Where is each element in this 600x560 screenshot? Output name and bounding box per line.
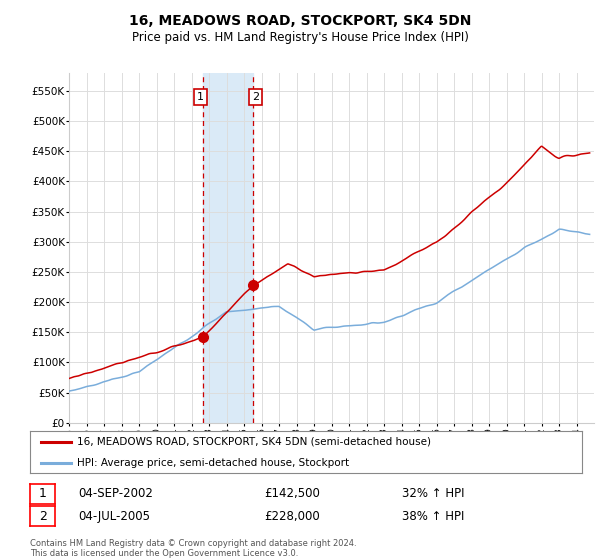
Text: Contains HM Land Registry data © Crown copyright and database right 2024.
This d: Contains HM Land Registry data © Crown c… [30, 539, 356, 558]
Text: 04-JUL-2005: 04-JUL-2005 [78, 510, 150, 523]
Text: £142,500: £142,500 [264, 487, 320, 501]
Bar [203, 73, 253, 423]
Text: Price paid vs. HM Land Registry's House Price Index (HPI): Price paid vs. HM Land Registry's House … [131, 31, 469, 44]
Text: HPI: Average price, semi-detached house, Stockport: HPI: Average price, semi-detached house,… [77, 458, 349, 468]
Text: 38% ↑ HPI: 38% ↑ HPI [402, 510, 464, 523]
Text: £228,000: £228,000 [264, 510, 320, 523]
Text: 2: 2 [38, 510, 47, 523]
Text: 1: 1 [38, 487, 47, 501]
Text: 16, MEADOWS ROAD, STOCKPORT, SK4 5DN: 16, MEADOWS ROAD, STOCKPORT, SK4 5DN [129, 14, 471, 28]
Text: 2: 2 [252, 92, 259, 102]
Text: 1: 1 [197, 92, 204, 102]
Text: 16, MEADOWS ROAD, STOCKPORT, SK4 5DN (semi-detached house): 16, MEADOWS ROAD, STOCKPORT, SK4 5DN (se… [77, 437, 431, 447]
Text: 32% ↑ HPI: 32% ↑ HPI [402, 487, 464, 501]
Text: 04-SEP-2002: 04-SEP-2002 [78, 487, 153, 501]
